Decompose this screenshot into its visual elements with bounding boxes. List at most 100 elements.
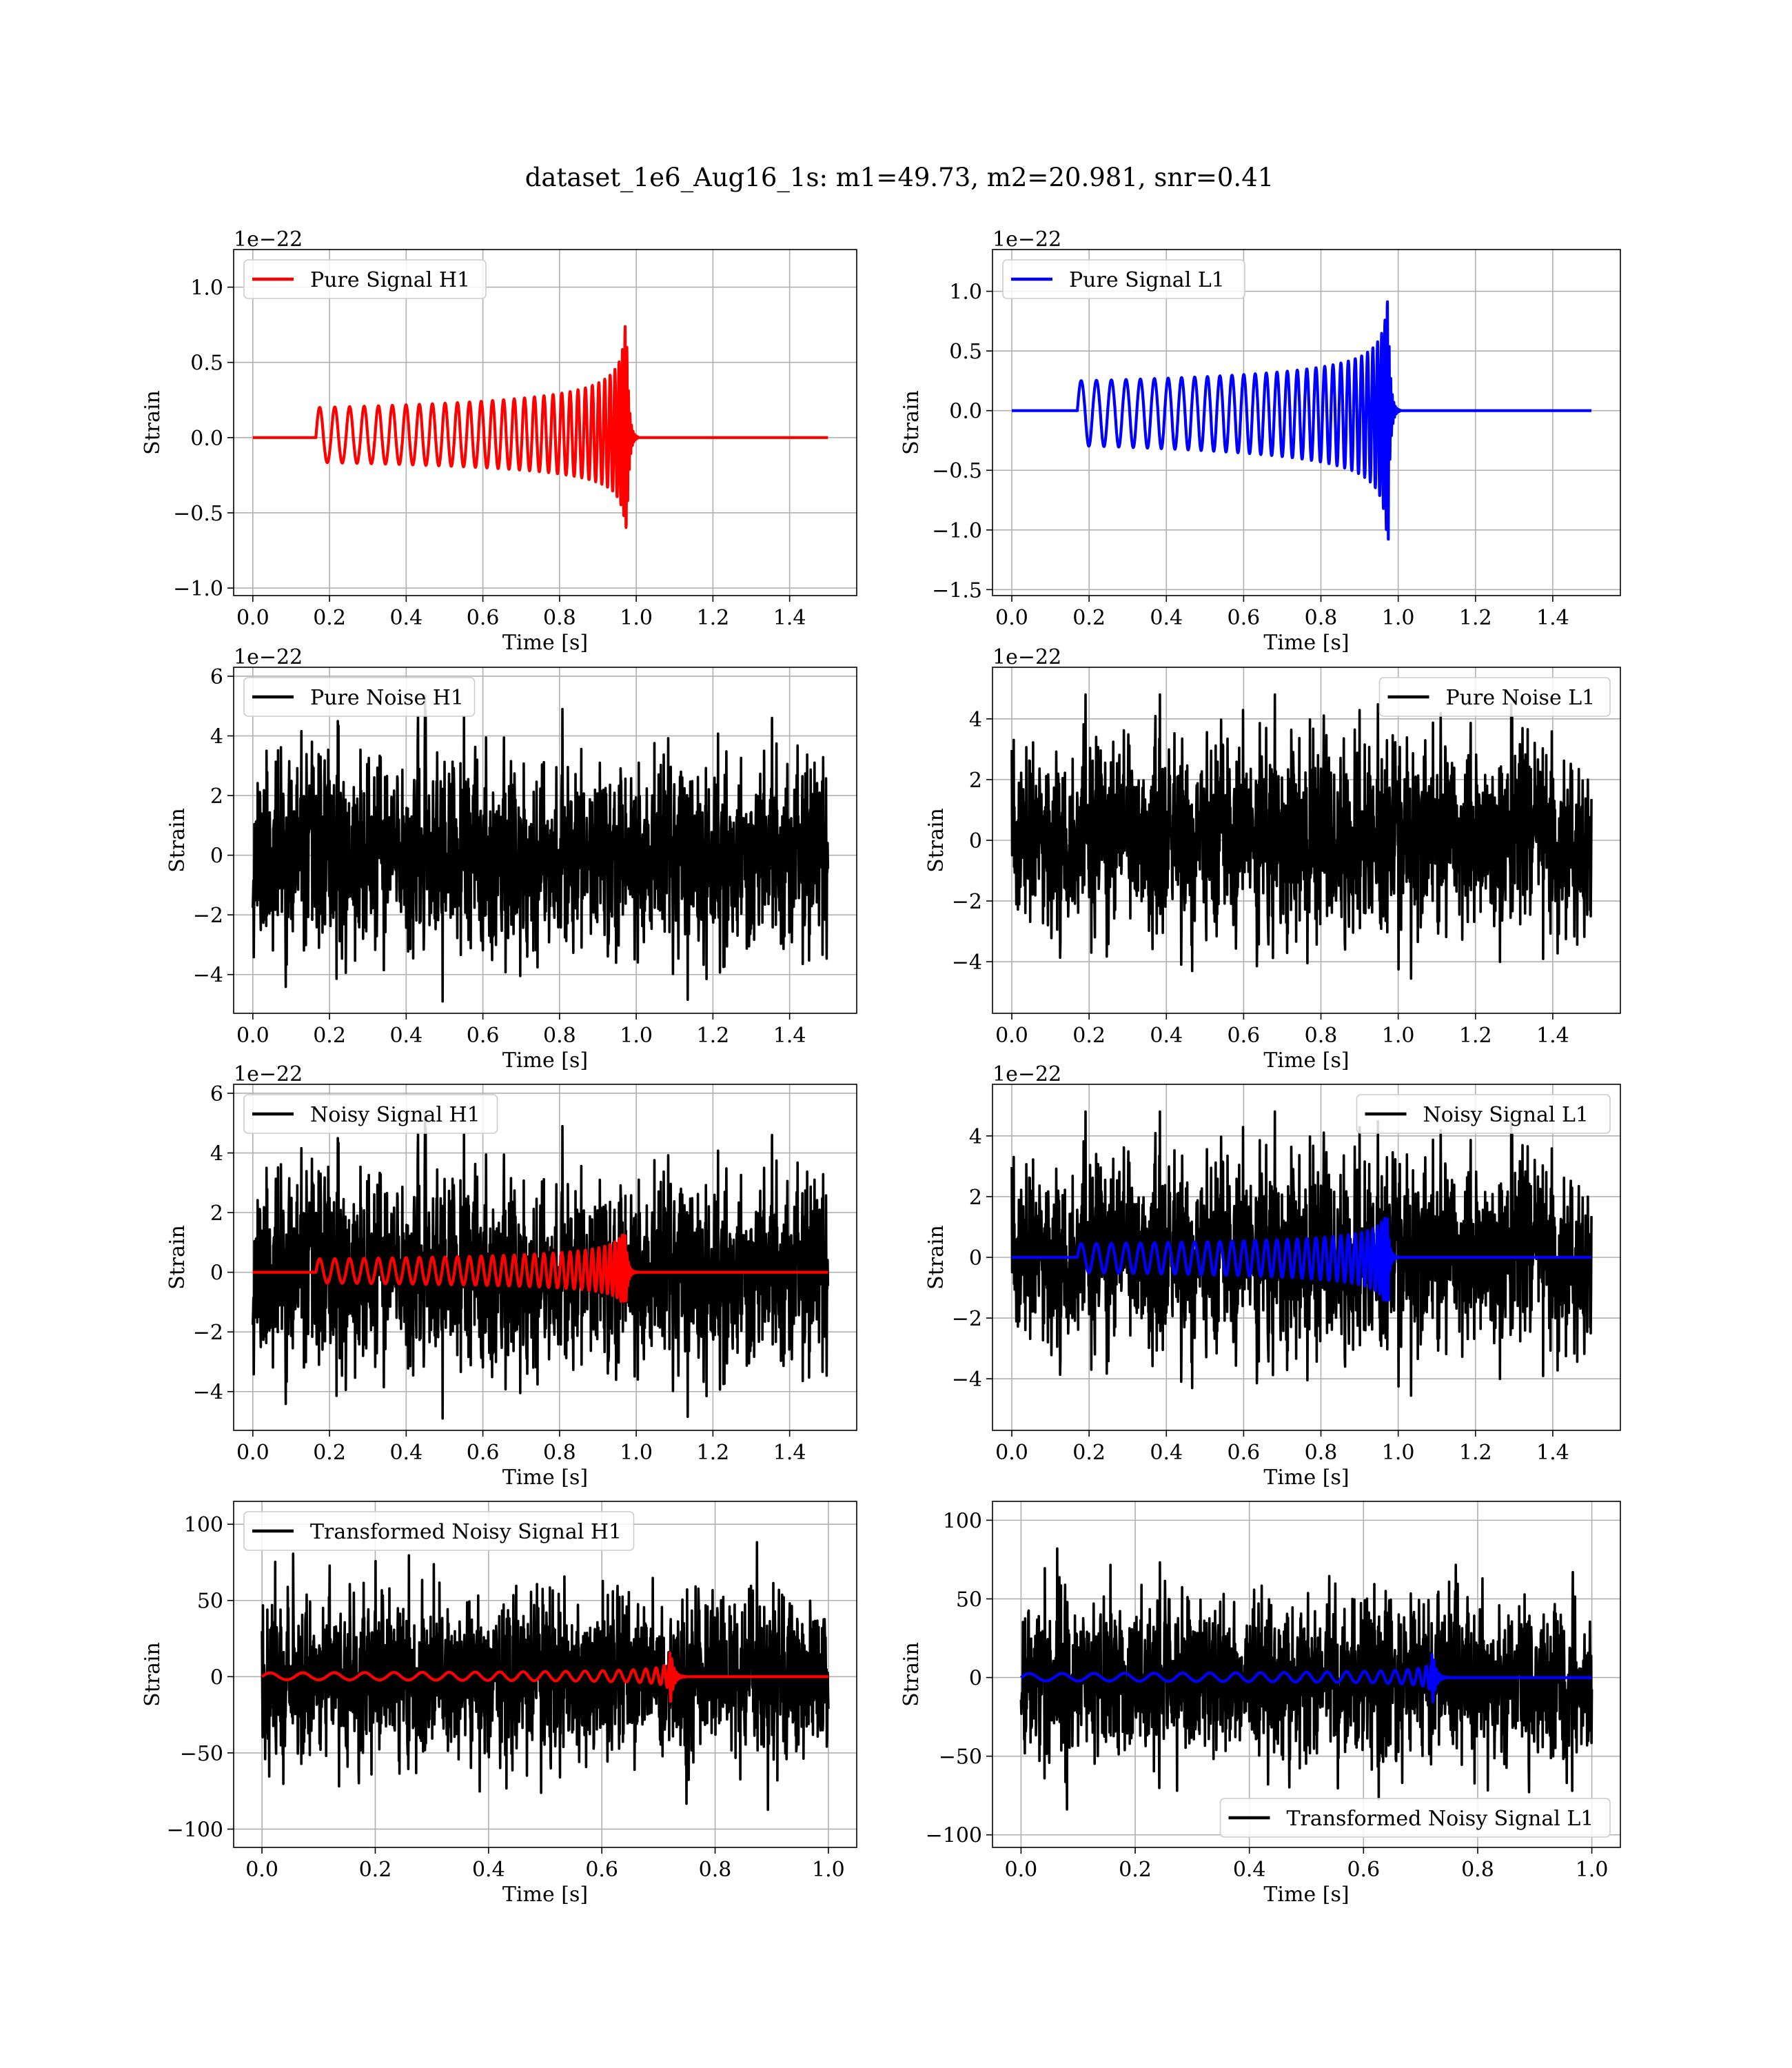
y-tick-label: 0.5: [190, 352, 223, 376]
x-tick-label: 0.2: [1072, 1024, 1106, 1048]
legend: Transformed Noisy Signal L1: [1219, 1798, 1611, 1838]
y-tick-label: −0.5: [173, 502, 223, 526]
y-tick-label: 100: [943, 1509, 982, 1533]
y-tick-label: −4: [193, 964, 223, 988]
chart-panel-6: 0.0 0.2 0.4 0.6 0.8 1.0 1.2 1.4 −4 −2 0 2 4 Time [s] S…: [924, 1062, 1621, 1490]
y-tick-label: 0: [210, 844, 223, 869]
y-axis-label: Strain: [924, 1225, 948, 1290]
x-tick-label: 1.4: [773, 1024, 806, 1048]
x-tick-label: 1.0: [1576, 1858, 1609, 1882]
legend-box: [243, 259, 487, 299]
legend: Pure Noise L1: [1378, 677, 1611, 717]
chart-panel-3: 0.0 0.2 0.4 0.6 0.8 1.0 1.2 1.4 −4 −2 0 2 4 6 Time [s]…: [165, 645, 857, 1073]
x-tick-label: 1.4: [773, 606, 806, 630]
y-tick-label: −4: [952, 951, 982, 975]
legend-box: [243, 677, 476, 717]
x-axis-label: Time [s]: [1263, 631, 1349, 655]
x-tick-label: 0.4: [389, 1024, 422, 1048]
x-tick-label: 1.4: [1536, 606, 1569, 630]
x-tick-label: 0.4: [389, 1441, 422, 1465]
y-tick-label: 0: [969, 1246, 982, 1270]
y-tick-label: −4: [952, 1368, 982, 1392]
y-tick-label: −1.5: [932, 578, 982, 602]
x-tick-label: 0.0: [995, 606, 1028, 630]
x-tick-label: 0.0: [245, 1858, 278, 1882]
y-tick-label: 0: [969, 1667, 982, 1691]
x-tick-label: 0.6: [467, 1024, 500, 1048]
x-tick-label: 0.2: [313, 606, 346, 630]
y-tick-label: 4: [210, 725, 223, 749]
y-tick-label: −2: [193, 1321, 223, 1345]
x-tick-label: 0.0: [236, 1441, 269, 1465]
legend-label: Pure Noise L1: [1446, 686, 1596, 710]
y-tick-label: 50: [956, 1588, 982, 1612]
x-tick-label: 1.2: [1459, 606, 1492, 630]
y-tick-label: 0.0: [949, 400, 982, 424]
y-axis-label: Strain: [165, 1225, 190, 1290]
x-tick-label: 0.8: [543, 606, 576, 630]
series-line-overlay-1: [1019, 1653, 1594, 1703]
x-tick-label: 0.4: [1150, 1441, 1183, 1465]
legend-label: Pure Signal H1: [310, 268, 470, 292]
y-tick-label: −4: [193, 1381, 223, 1405]
series-group: [252, 1111, 830, 1420]
legend-label: Transformed Noisy Signal H1: [310, 1520, 622, 1544]
series-line-transformed-noisy-signal-l1: [1019, 1547, 1594, 1811]
x-tick-label: 0.8: [1461, 1858, 1494, 1882]
x-tick-label: 0.6: [1347, 1858, 1380, 1882]
legend: Pure Signal H1: [243, 259, 487, 299]
legend-box: [1356, 1094, 1611, 1134]
x-axis-label: Time [s]: [502, 1048, 588, 1073]
x-tick-label: 0.0: [995, 1441, 1028, 1465]
axes-frame: [233, 1501, 857, 1848]
y-tick-label: 4: [969, 708, 982, 732]
series-line-overlay-1: [261, 1651, 830, 1703]
y-tick-label: −50: [180, 1742, 223, 1766]
x-tick-label: 0.4: [1150, 606, 1183, 630]
y-axis-label: Strain: [165, 808, 190, 873]
series-line-overlay-1: [252, 1233, 830, 1303]
y-tick-label: 6: [210, 665, 223, 689]
axis-offset-label: 1e−22: [992, 645, 1061, 669]
legend: Pure Signal L1: [1002, 259, 1245, 299]
y-tick-label: −100: [167, 1818, 223, 1842]
y-axis-label: Strain: [899, 390, 924, 455]
x-tick-label: 0.8: [1305, 1024, 1338, 1048]
series-group: [1010, 1110, 1593, 1397]
x-tick-label: 0.8: [1305, 1441, 1338, 1465]
chart-panel-1: 0.0 0.2 0.4 0.6 0.8 1.0 1.2 1.4 −1.0 −0.5 0.0 0.5 1.…: [141, 227, 857, 655]
x-tick-label: 0.2: [359, 1858, 392, 1882]
x-tick-label: 1.2: [1459, 1024, 1492, 1048]
y-tick-label: 0.0: [190, 427, 223, 451]
y-axis-label: Strain: [924, 808, 948, 873]
series-group: [1010, 300, 1593, 541]
x-tick-label: 0.8: [543, 1024, 576, 1048]
legend-label: Pure Noise H1: [310, 686, 464, 710]
x-tick-label: 0.4: [1233, 1858, 1266, 1882]
series-line-pure-signal-h1: [252, 325, 830, 529]
x-tick-label: 0.8: [543, 1441, 576, 1465]
x-tick-label: 0.2: [1119, 1858, 1152, 1882]
axes-frame: [233, 1084, 857, 1431]
x-tick-label: 0.4: [389, 606, 422, 630]
y-tick-label: 1.0: [949, 281, 982, 305]
x-tick-label: 1.4: [1536, 1024, 1569, 1048]
y-tick-label: 100: [184, 1513, 223, 1537]
series-line-pure-signal-l1: [1010, 300, 1593, 541]
x-tick-label: 1.2: [697, 1441, 730, 1465]
series-group: [252, 694, 830, 1003]
x-tick-label: 1.4: [773, 1441, 806, 1465]
x-tick-label: 0.6: [1228, 606, 1261, 630]
axis-offset-label: 1e−22: [992, 227, 1061, 252]
y-tick-label: −2: [193, 904, 223, 928]
x-axis-label: Time [s]: [502, 631, 588, 655]
chart-panel-5: 0.0 0.2 0.4 0.6 0.8 1.0 1.2 1.4 −4 −2 0 2 4 6 Time [s]…: [165, 1062, 857, 1490]
x-tick-label: 1.0: [1382, 1441, 1415, 1465]
y-tick-label: 2: [210, 1202, 223, 1226]
y-axis-label: Strain: [141, 1642, 165, 1707]
axis-offset-label: 1e−22: [234, 227, 303, 252]
y-tick-label: 1.0: [190, 276, 223, 301]
legend: Noisy Signal H1: [243, 1094, 498, 1134]
axis-offset-label: 1e−22: [234, 1062, 303, 1086]
